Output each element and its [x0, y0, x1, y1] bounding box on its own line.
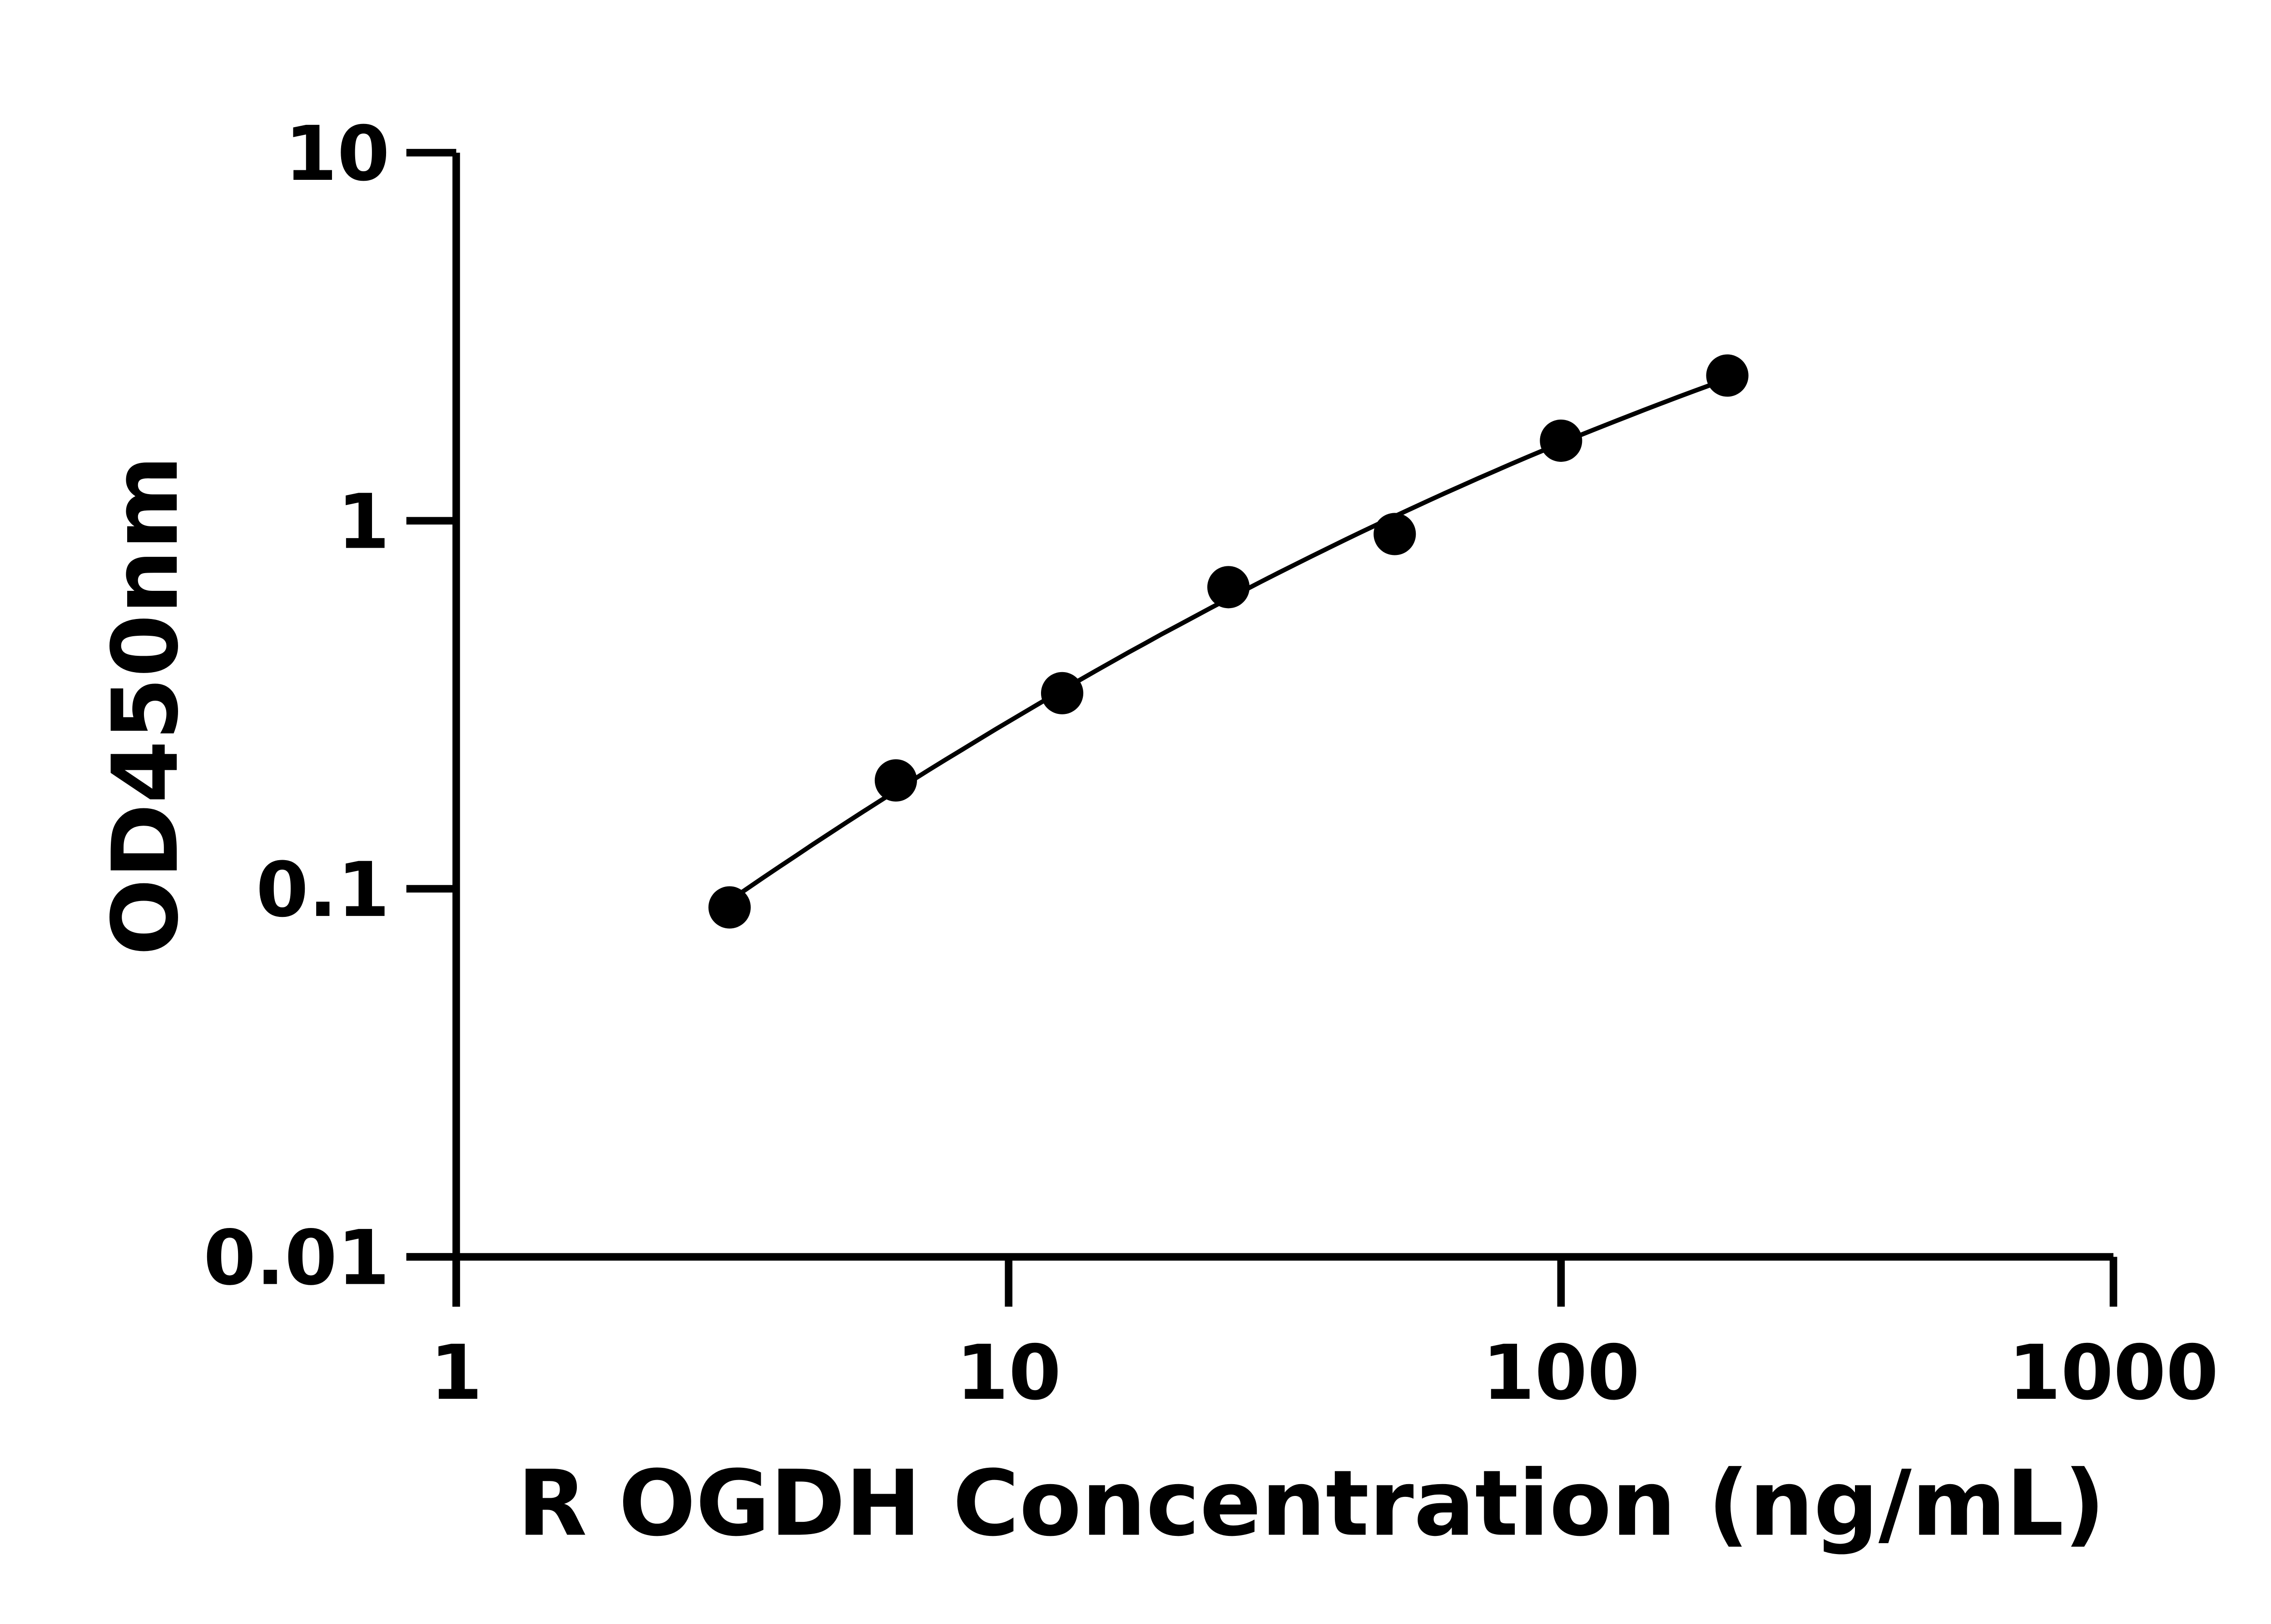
- y-tick-label: 0.1: [256, 847, 390, 934]
- fit-curve: [728, 376, 1728, 903]
- data-point: [708, 886, 751, 929]
- y-tick-label: 10: [285, 110, 390, 198]
- data-point: [1706, 354, 1749, 397]
- y-tick-label: 1: [337, 479, 390, 566]
- x-axis-label: R OGDH Concentration (ng/mL): [517, 1451, 2105, 1556]
- axes: [406, 149, 2117, 1307]
- y-axis-label: OD450nm: [93, 456, 198, 956]
- data-points: [708, 354, 1749, 929]
- tick-labels: 1 10 100 1000 0.01 0.1 1 10: [203, 110, 2219, 1417]
- data-point: [1041, 672, 1084, 714]
- x-tick-label: 1: [430, 1329, 483, 1417]
- data-point: [1540, 419, 1582, 462]
- x-tick-label: 1000: [2008, 1329, 2219, 1417]
- data-point: [1374, 513, 1416, 555]
- x-tick-label: 10: [956, 1329, 1061, 1417]
- x-tick-label: 100: [1482, 1329, 1640, 1417]
- data-point: [1207, 566, 1250, 609]
- data-point: [874, 759, 917, 802]
- y-tick-label: 0.01: [203, 1214, 390, 1302]
